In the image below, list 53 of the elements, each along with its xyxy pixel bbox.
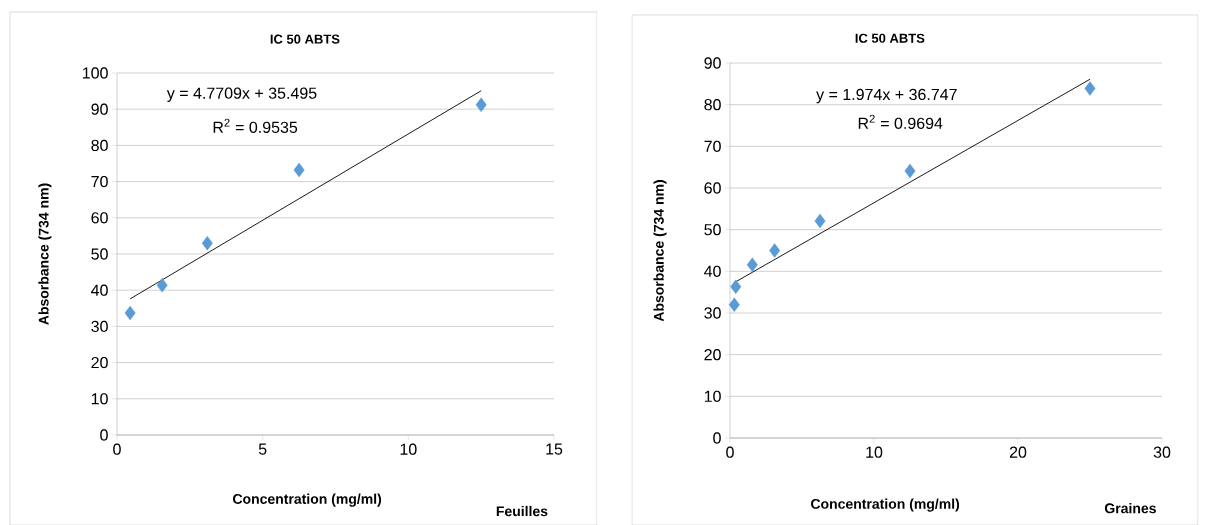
x-tick-label: 10 xyxy=(866,446,883,458)
chart-title: IC 50 ABTS xyxy=(855,33,925,43)
y-tick-label: 70 xyxy=(704,140,721,152)
y-tick-label: 80 xyxy=(91,139,108,151)
text: Feuilles xyxy=(496,505,548,517)
point xyxy=(1084,81,1096,96)
point xyxy=(730,279,742,294)
annotation: y = 1.974x + 36.747 xyxy=(816,88,957,104)
point xyxy=(769,243,781,258)
annotation: y = 4.7709x + 35.495 xyxy=(166,87,317,102)
y-tick-label: 30 xyxy=(704,307,721,319)
annotation: R$^{2}$ = 0.9694 xyxy=(858,114,943,129)
point xyxy=(293,162,305,178)
y-tick-label: 60 xyxy=(704,182,721,194)
x-tick-label: 15 xyxy=(546,443,563,455)
y-tick-label: 70 xyxy=(91,175,108,188)
y-tick-label: 40 xyxy=(704,265,721,277)
y-tick-label: 80 xyxy=(704,98,721,111)
annotation: R$^{2}$ = 0.9535 xyxy=(213,118,298,133)
point xyxy=(475,97,487,112)
x-tick-label: 10 xyxy=(400,443,417,455)
y-tick-label: 10 xyxy=(91,393,108,405)
point xyxy=(746,257,758,272)
y-tick-label: 90 xyxy=(91,103,108,115)
point xyxy=(201,235,213,251)
x-tick-label: 30 xyxy=(1153,446,1171,458)
y-tick-label: 50 xyxy=(91,248,108,260)
x-axis-title: Concentration (mg/ml) xyxy=(811,498,960,512)
y-tick-label: 100 xyxy=(83,67,108,79)
y-tick-label: 20 xyxy=(91,356,108,369)
y-tick-label: 90 xyxy=(704,57,721,69)
point xyxy=(124,305,136,321)
x-tick-label: 20 xyxy=(1009,446,1027,458)
y-tick-label: 0 xyxy=(100,429,108,441)
point xyxy=(904,163,916,179)
point xyxy=(814,213,826,229)
y-tick-label: 10 xyxy=(704,390,721,402)
y-tick-label: 60 xyxy=(91,212,108,224)
y-axis-title: Absorbance (734 nm) xyxy=(38,183,52,325)
text: Graines xyxy=(1104,502,1156,514)
x-tick-label: 5 xyxy=(258,443,267,455)
y-tick-label: 20 xyxy=(704,348,721,361)
x-axis-title: Concentration (mg/ml) xyxy=(233,493,382,507)
x-tick-label: 0 xyxy=(726,446,734,458)
y-tick-label: 0 xyxy=(713,432,721,444)
point xyxy=(156,277,168,293)
y-axis-title: Absorbance (734 nm) xyxy=(653,179,667,322)
y-tick-label: 50 xyxy=(704,223,721,236)
y-tick-label: 40 xyxy=(91,284,108,296)
x-tick-label: 0 xyxy=(113,443,121,455)
point xyxy=(728,297,740,312)
y-tick-label: 30 xyxy=(91,320,108,332)
chart-title: IC 50 ABTS xyxy=(270,34,340,44)
